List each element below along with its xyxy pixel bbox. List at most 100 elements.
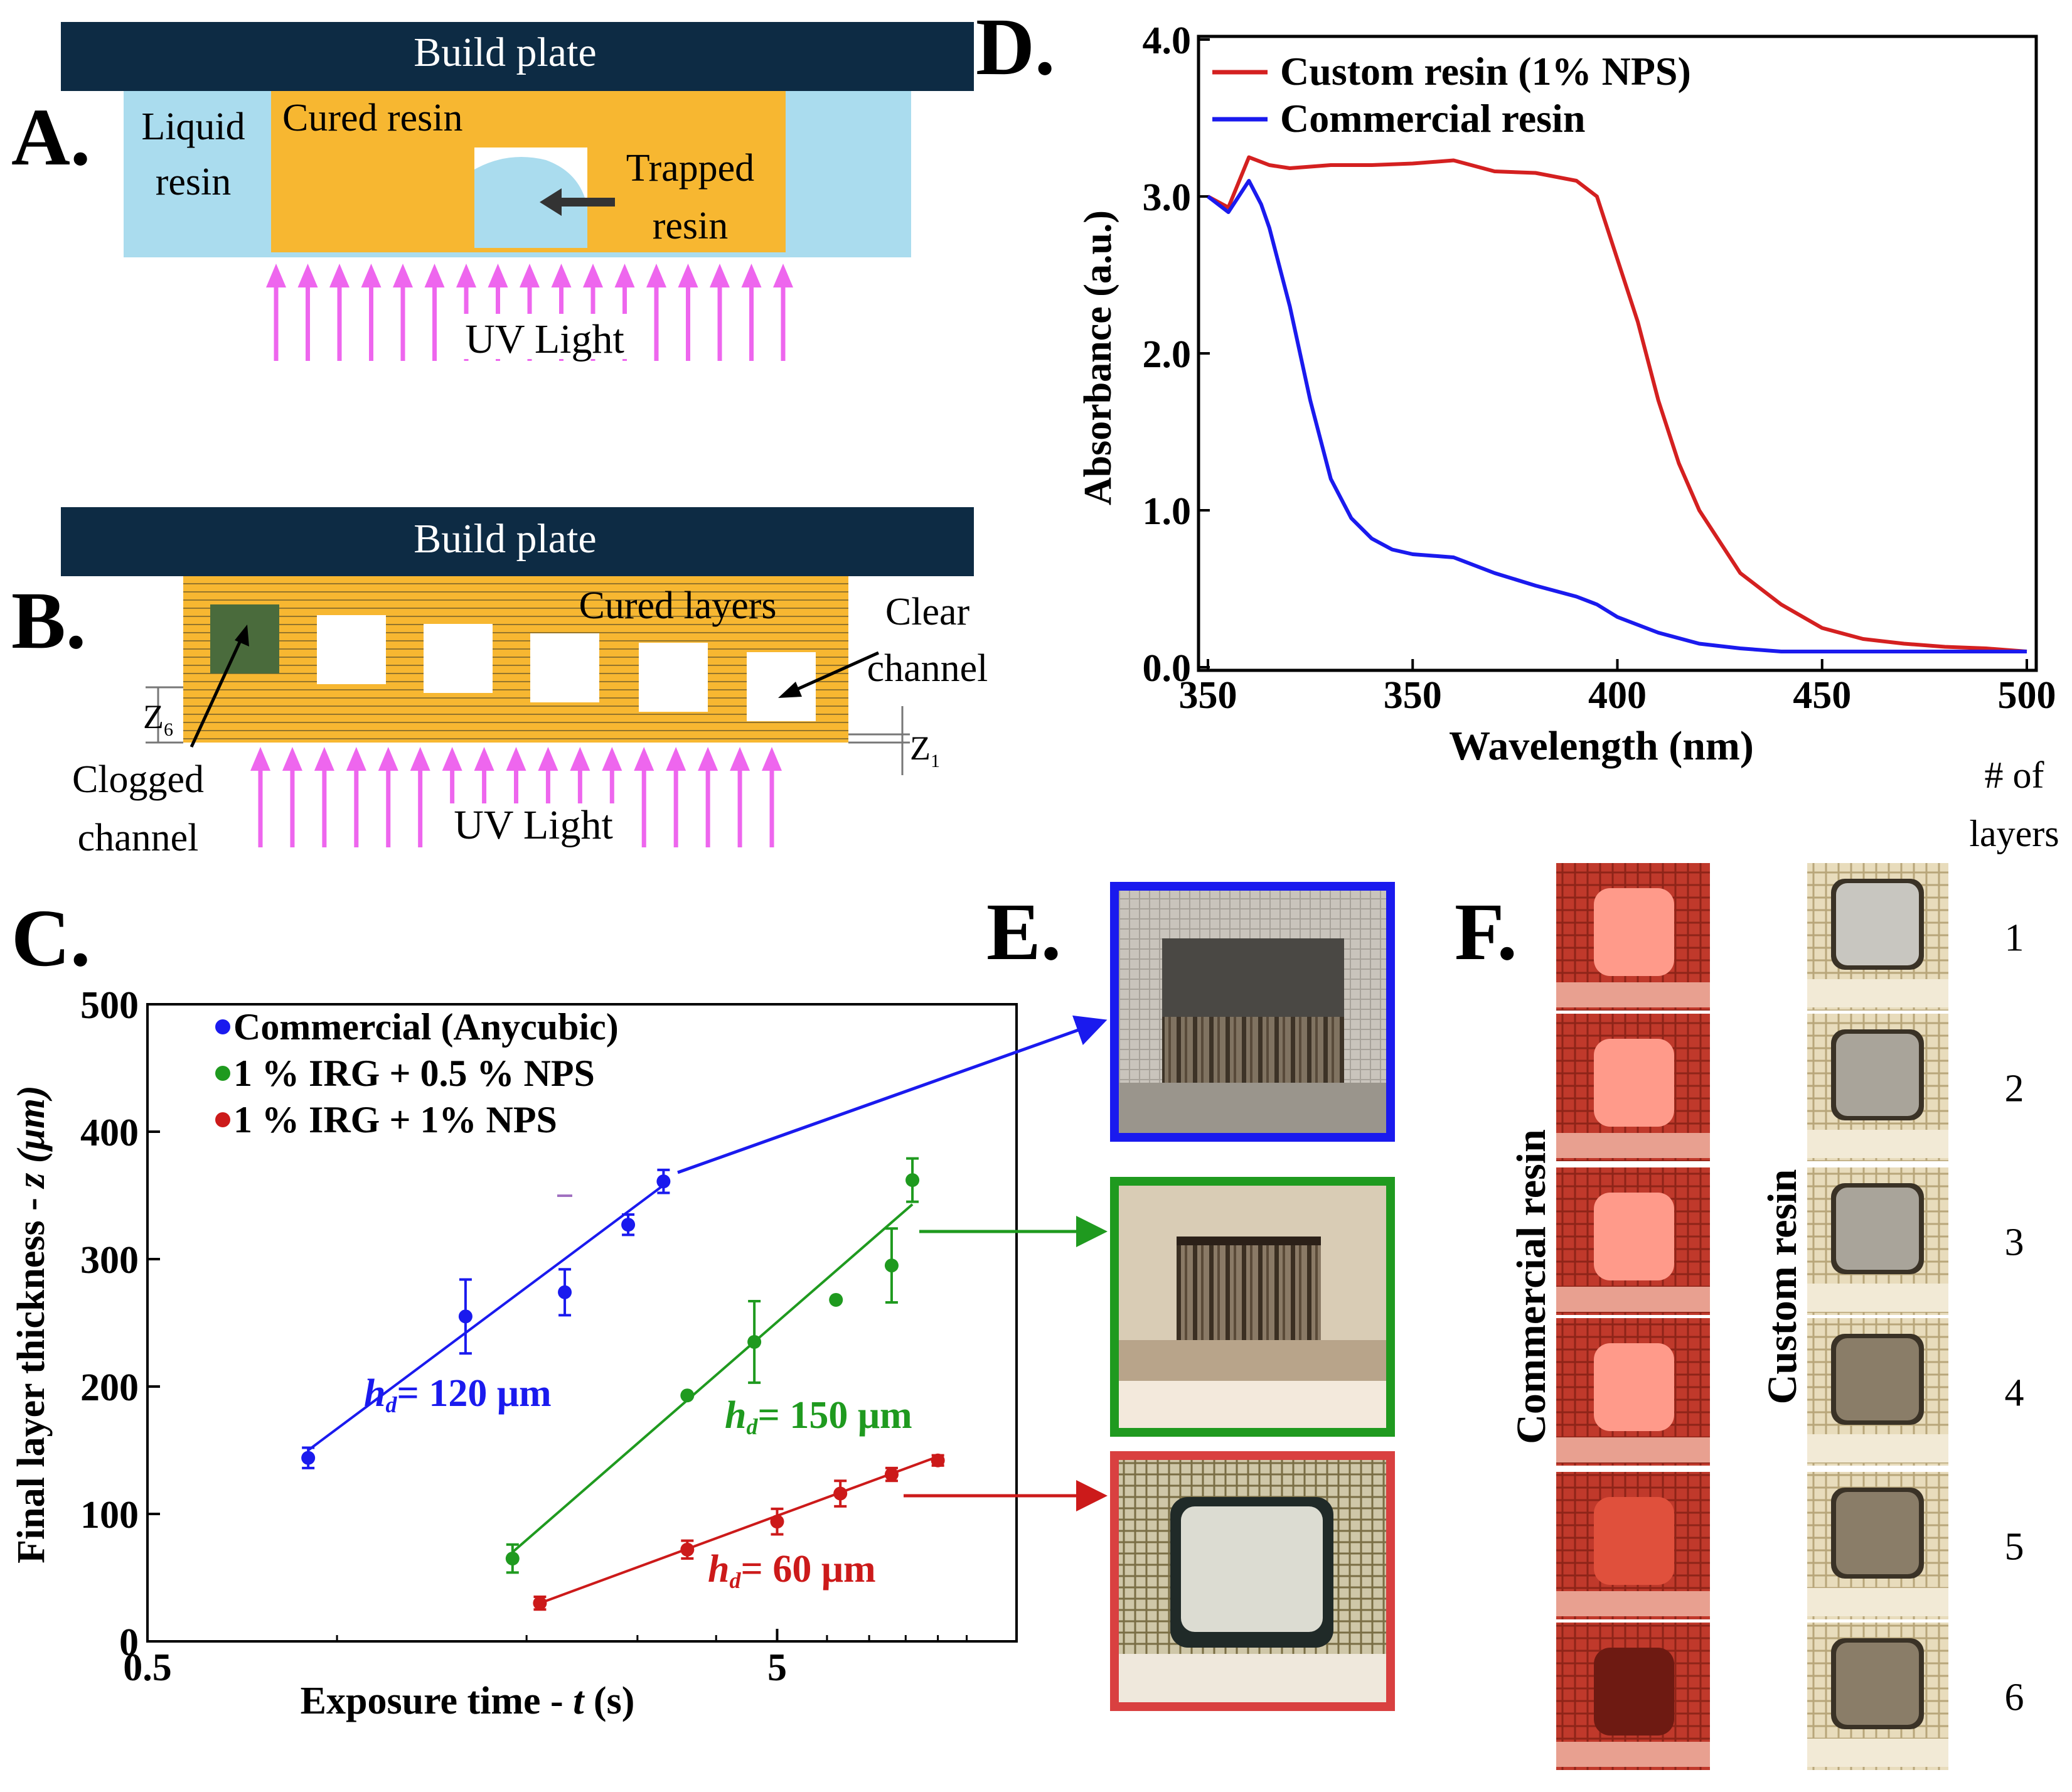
liquid-resin-label-1: Liquid [141,105,245,148]
uv-arrow-head [282,747,302,771]
uv-arrow-head [393,264,413,287]
y-tick-label: 400 [80,1112,139,1154]
legend-label-commercial: Commercial (Anycubic) [233,1006,619,1048]
uv-arrow-head [346,747,366,771]
clear-channel-label-2: channel [867,647,988,690]
commercial-channel-3 [1594,1193,1674,1280]
chart-c-xlabel: Exposure time - t (s) [301,1680,635,1722]
channel-4 [530,633,599,702]
uv-arrow-head [424,264,445,287]
chart-d-marks [1207,155,2027,653]
chart-c-frame [146,1003,1018,1643]
y-tick-label: 500 [80,984,139,1027]
uv-arrow-head [634,747,654,771]
commercial-channel-2 [1594,1039,1674,1127]
uv-arrow-head [762,747,782,771]
panel-f: F. # of layers Commercial resin Custom r… [1455,754,2059,1770]
data-point-series-0 [656,1174,671,1189]
y-tick-label: 3.0 [1143,176,1192,219]
micrograph-nps1 [1110,1451,1395,1711]
data-point-series-1 [747,1334,762,1349]
panel-c-letter: C. [11,893,90,984]
panel-a-letter: A. [11,92,90,183]
annotation-hd-120: hd= 120 μm [364,1372,552,1417]
uv-arrow-head [551,264,572,287]
trapped-resin [474,157,587,248]
x-tick-label: 400 [1588,674,1647,717]
trapped-resin-label-2: resin [653,205,729,247]
uv-arrow-head [698,747,718,771]
custom-channel-5 [1836,1492,1919,1574]
commercial-substrate [1556,1591,1710,1616]
uv-arrow-head [666,747,686,771]
data-point-series-0 [301,1451,316,1465]
uv-arrow-head [410,747,430,771]
panel-d: D. 0.0 1.0 2.0 3.0 4.0 350 350 400 450 500 Absorb… [976,2,2056,769]
chart-c-marks [301,1157,945,1611]
chart-d-legend: Custom resin (1% NPS) Commercial resin [1212,49,1691,141]
clogged-channel-pointer-head [235,625,249,647]
layer-number-3: 3 [2005,1221,2024,1264]
x-tick-label: 350 [1384,674,1442,717]
x-tick-label: 450 [1793,674,1851,717]
uv-light-b-label: UV Light [454,802,613,848]
y-tick-label: 2.0 [1143,333,1192,376]
cured-resin-label: Cured resin [282,97,463,139]
fit-line-series-1 [511,1203,914,1553]
legend-label-nps1: 1 % IRG + 1% NPS [233,1099,557,1140]
uv-arrow-head [442,747,462,771]
commercial-substrate [1556,1437,1710,1462]
layer-number-6: 6 [2005,1677,2024,1719]
data-point-series-2 [833,1486,848,1501]
uv-arrow-head [538,747,558,771]
chart-d-xlabel: Wavelength (nm) [1449,723,1754,769]
y-tick-label: 200 [80,1366,139,1409]
y-tick-label: 300 [80,1239,139,1282]
uv-arrow-head [297,264,318,287]
z6-label: Z6 [143,698,173,740]
uv-arrow-head [583,264,603,287]
uv-arrow-head [773,264,793,287]
custom-channel-2 [1836,1034,1919,1116]
legend-label-nps05: 1 % IRG + 0.5 % NPS [233,1053,595,1094]
custom-substrate [1807,1739,1948,1767]
data-point-series-0 [621,1218,636,1232]
data-point-series-2 [680,1542,695,1557]
data-point-series-1 [905,1173,920,1188]
data-point-series-1 [884,1258,899,1273]
uv-arrow-head [506,747,526,771]
build-plate-label: Build plate [414,30,596,75]
clogged-channel-label-2: channel [78,817,199,859]
uv-arrow-head [266,264,286,287]
panel-f-letter: F. [1455,887,1517,977]
panel-e-letter: E. [986,887,1061,977]
custom-substrate [1807,979,1948,1007]
layer-number-5: 5 [2005,1526,2024,1569]
panel-b: B. Build plate Cured layers Clear channe… [11,507,988,859]
layers-header-2: layers [1969,813,2059,854]
uv-arrow-head [602,747,622,771]
custom-channel-1 [1836,883,1919,965]
custom-channel-4 [1836,1338,1919,1420]
channel-3 [424,624,493,693]
chart-c-legend: Commercial (Anycubic) 1 % IRG + 0.5 % NP… [215,1006,619,1140]
uv-arrow-head [614,264,635,287]
data-point-series-1 [505,1552,520,1566]
custom-channel-3 [1836,1188,1919,1270]
custom-micrograph-column [1807,863,1948,1770]
commercial-micrograph-column [1556,863,1710,1770]
y-tick-label: 0 [119,1621,139,1664]
data-point-series-2 [533,1596,547,1611]
micrograph-commercial [1110,882,1395,1142]
commercial-channel-1 [1594,888,1674,976]
panel-b-letter: B. [11,576,86,666]
fit-line-series-2 [539,1455,939,1604]
uv-label-b-bg [436,803,637,849]
uv-arrow-head [250,747,270,771]
legend-dot-commercial [215,1019,230,1034]
uv-arrow-head [314,747,334,771]
layer-number-2: 2 [2005,1068,2024,1110]
layer-number-4: 4 [2005,1372,2024,1415]
data-point-series-0 [458,1309,473,1324]
